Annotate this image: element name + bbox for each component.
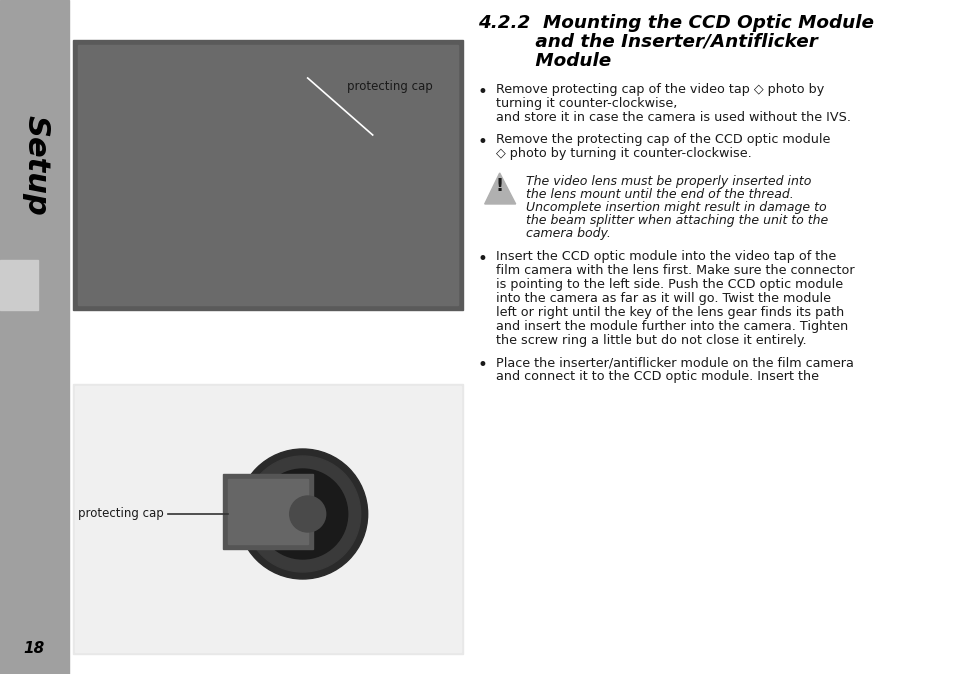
Text: is pointing to the left side. Push the CCD optic module: is pointing to the left side. Push the C… [496, 278, 841, 291]
Text: •: • [477, 83, 487, 101]
Text: and store it in case the camera is used without the IVS.: and store it in case the camera is used … [496, 111, 850, 124]
Text: Place the inserter/antiflicker module on the film camera: Place the inserter/antiflicker module on… [496, 356, 853, 369]
Text: left or right until the key of the lens gear finds its path: left or right until the key of the lens … [496, 306, 843, 319]
Bar [72, 40, 462, 310]
Text: 4.2.2  Mounting the CCD Optic Module: 4.2.2 Mounting the CCD Optic Module [477, 14, 873, 32]
Text: Uncomplete insertion might result in damage to: Uncomplete insertion might result in dam… [525, 201, 825, 214]
Text: the beam splitter when attaching the unit to the: the beam splitter when attaching the uni… [525, 214, 827, 227]
Text: into the camera as far as it will go. Twist the module: into the camera as far as it will go. Tw… [496, 292, 830, 305]
Text: and insert the module further into the camera. Tighten: and insert the module further into the c… [496, 320, 847, 333]
Text: Module: Module [477, 52, 610, 70]
Text: !: ! [496, 177, 503, 195]
Bar [228, 479, 308, 544]
Text: ◇ photo by turning it counter-clockwise.: ◇ photo by turning it counter-clockwise. [496, 147, 751, 160]
Circle shape [244, 456, 360, 572]
Text: and the Inserter/Antiflicker: and the Inserter/Antiflicker [477, 33, 817, 51]
Bar [74, 386, 460, 652]
Text: Insert the CCD optic module into the video tap of the: Insert the CCD optic module into the vid… [496, 250, 835, 263]
Text: Remove protecting cap of the video tap ◇ photo by: Remove protecting cap of the video tap ◇… [496, 83, 823, 96]
Bar [222, 474, 313, 549]
Circle shape [257, 469, 347, 559]
Bar [77, 45, 457, 305]
Text: protecting cap: protecting cap [347, 80, 433, 93]
Text: The video lens must be properly inserted into: The video lens must be properly inserted… [525, 175, 810, 188]
Text: •: • [477, 356, 487, 374]
Text: •: • [477, 133, 487, 151]
Bar [0, 260, 38, 310]
Text: the screw ring a little but do not close it entirely.: the screw ring a little but do not close… [496, 334, 805, 347]
Polygon shape [484, 173, 516, 204]
Text: protecting cap: protecting cap [77, 508, 163, 520]
Text: film camera with the lens first. Make sure the connector: film camera with the lens first. Make su… [496, 264, 854, 277]
Bar [0, 0, 69, 674]
Text: and connect it to the CCD optic module. Insert the: and connect it to the CCD optic module. … [496, 370, 818, 383]
Text: •: • [477, 250, 487, 268]
Text: camera body.: camera body. [525, 227, 610, 240]
Text: Setup: Setup [21, 115, 51, 216]
Circle shape [290, 496, 325, 532]
Bar [72, 384, 462, 654]
Text: turning it counter-clockwise,: turning it counter-clockwise, [496, 97, 677, 110]
Text: the lens mount until the end of the thread.: the lens mount until the end of the thre… [525, 188, 793, 201]
Circle shape [237, 449, 367, 579]
Text: 18: 18 [24, 641, 45, 656]
Text: Remove the protecting cap of the CCD optic module: Remove the protecting cap of the CCD opt… [496, 133, 829, 146]
